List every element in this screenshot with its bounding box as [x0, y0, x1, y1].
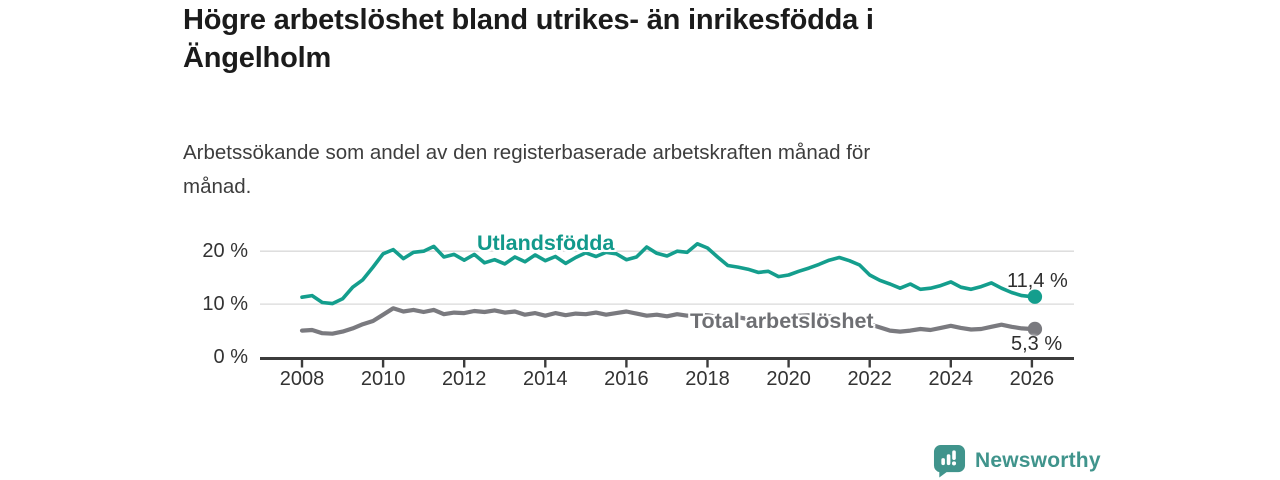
y-axis-tick-label: 10 % [202, 293, 248, 316]
x-axis-tick-label: 2008 [279, 368, 325, 390]
x-axis-tick-label: 2018 [685, 368, 730, 390]
newsworthy-logo-text: Newsworthy [975, 449, 1101, 472]
series-end-dot-0 [1027, 289, 1043, 304]
x-axis-tick-label: 2026 [1009, 368, 1055, 390]
series-line-0 [300, 242, 1034, 306]
x-axis-tick-label: 2012 [441, 368, 487, 390]
end-value-label-foreign-born: 11,4 % [1007, 270, 1068, 292]
x-axis-tick-label: 2010 [360, 368, 406, 390]
series-line-1 [299, 306, 1035, 336]
series-label-total-unemployment: Total arbetslöshet [690, 309, 874, 333]
chart-title: Högre arbetslöshet bland utrikes- än inr… [183, 4, 874, 74]
x-axis-tick-label: 2020 [766, 368, 811, 390]
series-label-foreign-born: Utlandsfödda [477, 231, 615, 255]
x-axis-tick-label: 2016 [604, 368, 649, 390]
series-end-dot-1 [1027, 321, 1043, 337]
newsworthy-logo: Newsworthy [933, 444, 1101, 478]
newsworthy-bar-chart-speech-bubble-icon [933, 444, 966, 478]
x-axis-tick-label: 2024 [928, 368, 974, 390]
end-value-label-total-unemployment: 5,3 % [1011, 333, 1063, 355]
x-axis-tick-label: 2014 [523, 368, 568, 390]
x-axis-tick-label: 2022 [847, 368, 892, 390]
chart-subtitle: Arbetssökande som andel av den registerb… [183, 141, 871, 198]
y-axis-tick-label: 20 % [202, 240, 248, 263]
y-axis-tick-label: 0 % [213, 346, 248, 368]
